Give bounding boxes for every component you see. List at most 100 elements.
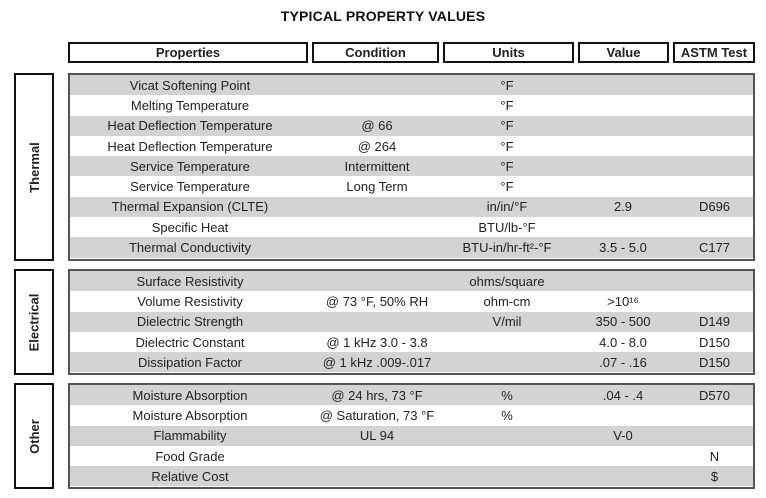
- cell-condition: Intermittent: [344, 158, 410, 174]
- cell-units: in/in/°F: [486, 199, 528, 215]
- cell-units: ohms/square: [469, 273, 545, 289]
- table-row: Vicat Softening Point °F: [70, 75, 755, 96]
- cell-property: Moisture Absorption: [132, 407, 248, 423]
- cell-units: °F: [500, 118, 514, 134]
- cell-units: [442, 446, 572, 466]
- table-row: Melting Temperature °F: [70, 95, 753, 115]
- cell-value: 3.5 - 5.0: [599, 240, 647, 256]
- header-units: Units: [443, 42, 574, 63]
- cell-property: Volume Resistivity: [137, 293, 243, 309]
- cell-astm-test: [674, 156, 755, 176]
- cell-value: [575, 156, 671, 176]
- cell-value: [575, 217, 671, 237]
- cell-units: [442, 332, 572, 352]
- cell-property: Relative Cost: [151, 468, 229, 484]
- cell-property: Heat Deflection Temperature: [107, 118, 273, 134]
- group-label-electrical: Electrical: [14, 269, 54, 375]
- cell-condition: @ Saturation, 73 °F: [319, 407, 435, 423]
- cell-units: [442, 426, 572, 446]
- cell-condition: @ 1 kHz 3.0 - 3.8: [326, 334, 428, 350]
- cell-astm-test: [674, 426, 755, 446]
- cell-property: Flammability: [153, 428, 227, 444]
- cell-astm-test: $: [710, 468, 719, 484]
- cell-value: [575, 116, 671, 136]
- cell-value: [575, 95, 671, 115]
- cell-condition: [313, 197, 441, 217]
- cell-value: [575, 405, 671, 425]
- header-properties: Properties: [68, 42, 308, 63]
- cell-astm-test: [674, 116, 755, 136]
- table-row: Moisture Absorption @ 24 hrs, 73 °F% .04 -…: [70, 385, 753, 406]
- other-table: Moisture Absorption @ 24 hrs, 73 °F% .04 -…: [68, 383, 755, 489]
- cell-units: BTU-in/hr-ft²-°F: [462, 240, 552, 256]
- table-row: Moisture Absorption @ Saturation, 73 °F%: [70, 405, 753, 425]
- cell-condition: UL 94: [359, 428, 395, 444]
- cell-astm-test: D696: [698, 199, 731, 215]
- table-row: Volume Resistivity @ 73 °F, 50% RH ohm-cm >…: [70, 291, 753, 311]
- table-row: Service Temperature Long Term °F: [70, 176, 753, 196]
- cell-astm-test: [674, 291, 755, 311]
- table-row: Relative Cost $: [70, 466, 753, 487]
- cell-value: .07 - .16: [599, 354, 647, 370]
- cell-condition: @ 264: [357, 138, 397, 154]
- cell-property: Dissipation Factor: [137, 354, 243, 370]
- cell-astm-test: D149: [698, 314, 731, 330]
- cell-value: >10¹⁶: [607, 293, 639, 309]
- cell-units: [442, 352, 572, 372]
- cell-astm-test: [674, 75, 755, 95]
- cell-condition: @ 1 kHz .009-.017: [322, 354, 432, 370]
- table-row: Thermal Expansion (CLTE) in/in/°F 2.9 D696: [70, 196, 753, 218]
- cell-condition: [313, 271, 441, 291]
- table-row: Dielectric Strength V/mil 350 - 500 D149: [70, 311, 753, 332]
- header-astm-test: ASTM Test: [673, 42, 755, 63]
- table-row: Surface Resistivity ohms/square: [70, 271, 755, 292]
- cell-units: %: [501, 387, 513, 403]
- header-value: Value: [578, 42, 669, 63]
- cell-condition: @ 66: [361, 118, 393, 134]
- cell-astm-test: [674, 217, 755, 237]
- cell-units: V/mil: [492, 314, 522, 330]
- cell-property: Melting Temperature: [130, 97, 250, 113]
- cell-astm-test: [674, 95, 755, 115]
- cell-astm-test: [674, 405, 755, 425]
- cell-property: Dielectric Strength: [136, 314, 244, 330]
- cell-value: 2.9: [613, 199, 633, 215]
- cell-property: Thermal Expansion (CLTE): [111, 199, 269, 215]
- cell-astm-test: D150: [698, 354, 731, 370]
- table-row: Service Temperature Intermittent °F: [70, 156, 755, 177]
- cell-property: Service Temperature: [130, 179, 250, 195]
- group-label-other: Other: [14, 383, 54, 489]
- cell-condition: [313, 217, 441, 237]
- cell-condition: @ 73 °F, 50% RH: [325, 293, 429, 309]
- cell-property: Service Temperature: [130, 158, 250, 174]
- cell-value: [575, 466, 671, 486]
- cell-value: [575, 136, 671, 156]
- table-row: Food Grade N: [70, 446, 753, 466]
- cell-condition: Long Term: [346, 179, 408, 195]
- cell-astm-test: C177: [698, 240, 731, 256]
- cell-astm-test: [674, 136, 755, 156]
- table-row: Thermal Conductivity BTU-in/hr-ft²-°F 3.5 …: [70, 237, 753, 258]
- cell-property: Dielectric Constant: [135, 334, 245, 350]
- cell-units: °F: [500, 158, 514, 174]
- cell-astm-test: D570: [698, 387, 731, 403]
- cell-condition: [313, 75, 441, 95]
- cell-units: °F: [500, 179, 514, 195]
- cell-property: Vicat Softening Point: [129, 77, 251, 93]
- cell-units: °F: [500, 77, 514, 93]
- cell-property: Thermal Conductivity: [128, 240, 252, 256]
- cell-condition: [313, 237, 441, 257]
- cell-astm-test: [674, 271, 755, 291]
- cell-value: [575, 176, 671, 196]
- table-row: Specific Heat BTU/lb-°F: [70, 217, 753, 237]
- table-row: Dissipation Factor @ 1 kHz .009-.017 .07 -…: [70, 352, 753, 373]
- cell-property: Moisture Absorption: [132, 387, 248, 403]
- cell-astm-test: D150: [698, 334, 731, 350]
- page-title: TYPICAL PROPERTY VALUES: [280, 8, 486, 24]
- table-row: Dielectric Constant @ 1 kHz 3.0 - 3.8 4.0 …: [70, 332, 753, 352]
- table-row: Flammability UL 94 V-0: [70, 425, 755, 446]
- cell-property: Surface Resistivity: [136, 273, 244, 289]
- cell-units: %: [501, 407, 513, 423]
- cell-value: 4.0 - 8.0: [599, 334, 647, 350]
- header-condition: Condition: [312, 42, 439, 63]
